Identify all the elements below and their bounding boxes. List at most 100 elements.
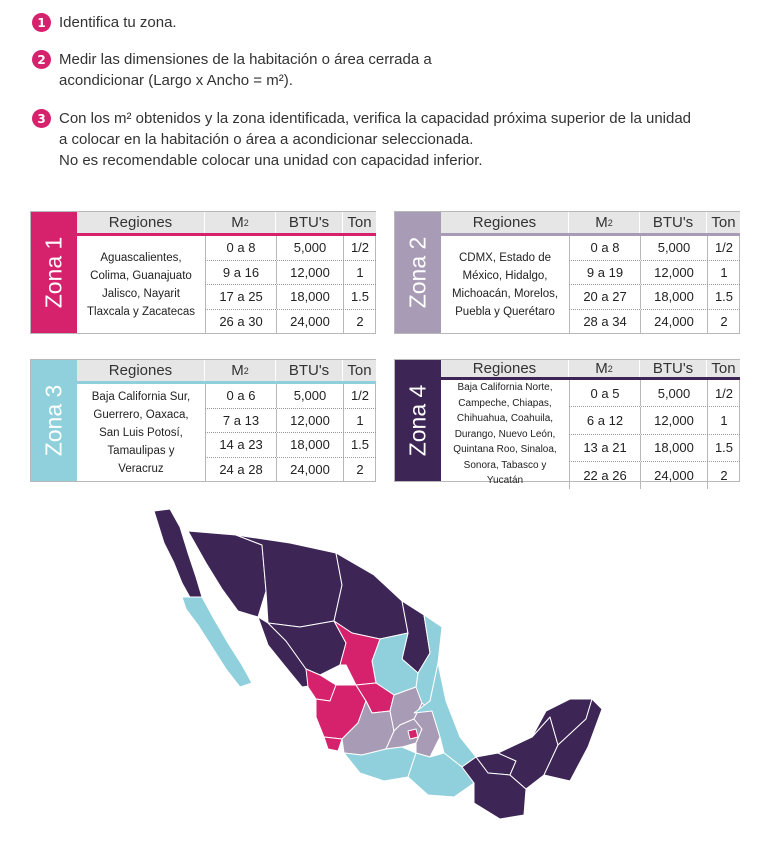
step-2: 2 Medir las dimensiones de la habitación…	[32, 49, 432, 91]
header-btu: BTU's	[276, 212, 343, 233]
map-chiapas	[461, 756, 527, 820]
cell-ton: 1/2	[707, 380, 740, 407]
header-m2-text: M	[231, 362, 244, 379]
cell-ton: 1	[343, 408, 376, 432]
header-m2-text: M	[595, 360, 608, 377]
cell-btu: 5,000	[276, 236, 343, 260]
region-line: Baja California Norte,	[457, 382, 553, 393]
cell-btu: 24,000	[640, 309, 707, 333]
region-line: Colima, Guanajuato	[90, 269, 192, 282]
capacity-grid: 0 a 8 5,000 1/2 9 a 19 12,000 1 20 a 27 18,00…	[569, 236, 740, 333]
cell-ton: 1/2	[707, 236, 740, 260]
step-number-badge: 3	[32, 109, 51, 128]
zone-label-text: Zona 3	[40, 384, 67, 457]
cell-btu: 12,000	[276, 408, 343, 432]
cell-m2: 0 a 5	[569, 380, 640, 407]
table-rows: CDMX, Estado de México, Hidalgo, Michoac…	[441, 236, 740, 333]
cell-m2: 28 a 34	[569, 309, 640, 333]
table-row: 0 a 5 5,000 1/2	[569, 380, 740, 408]
step-line: Identifica tu zona.	[59, 14, 177, 31]
region-line: Aguascalientes,	[100, 251, 182, 264]
step-number-badge: 2	[32, 50, 51, 69]
map-quintana-roo	[543, 698, 603, 782]
zone-label: Zona 4	[395, 360, 441, 481]
cell-btu: 18,000	[640, 434, 707, 462]
step-3: 3 Con los m² obtenidos y la zona identif…	[32, 108, 691, 171]
region-line: Campeche, Chiapas,	[458, 397, 552, 409]
table-row: 0 a 6 5,000 1/2	[205, 384, 376, 409]
table-row: 9 a 19 12,000 1	[569, 260, 740, 285]
step-1: 1 Identifica tu zona.	[32, 12, 177, 33]
table-row: 17 a 25 18,000 1.5	[205, 285, 376, 310]
cell-btu: 5,000	[640, 236, 707, 260]
map-baja-california-norte	[153, 508, 203, 602]
step-line: No es recomendable colocar una unidad co…	[59, 152, 483, 169]
region-line: Baja California Sur,	[91, 390, 191, 403]
capacity-grid: 0 a 5 5,000 1/2 6 a 12 12,000 1 13 a 21 18,00…	[569, 380, 740, 489]
cell-m2: 13 a 21	[569, 434, 640, 462]
cell-ton: 2	[343, 309, 376, 333]
zone-label: Zona 2	[395, 212, 441, 333]
cell-ton: 1.5	[343, 433, 376, 457]
cell-btu: 12,000	[276, 260, 343, 284]
regions-cell: Baja California Norte, Campeche, Chiapas…	[441, 380, 569, 489]
header-regiones: Regiones	[441, 212, 569, 233]
zone-label-text: Zona 1	[40, 236, 67, 309]
cell-ton: 1.5	[707, 285, 740, 309]
region-line: Durango, Nuevo León,	[454, 428, 556, 440]
mexico-zone-map	[153, 508, 603, 820]
cell-ton: 1	[707, 407, 740, 434]
cell-m2: 0 a 8	[569, 236, 640, 260]
table-row: 9 a 16 12,000 1	[205, 260, 376, 285]
cell-m2: 7 a 13	[205, 408, 276, 432]
step-line: Medir las dimensiones de la habitación o…	[59, 51, 432, 68]
header-m2-text: M	[231, 214, 244, 231]
cell-m2: 9 a 19	[569, 260, 640, 284]
region-line: Sonora, Tabasco y Yucatán	[463, 459, 547, 487]
cell-m2: 20 a 27	[569, 285, 640, 309]
region-line: Quintana Roo, Sinaloa,	[453, 444, 557, 455]
step-line: a colocar en la habitación o área a acon…	[59, 131, 474, 148]
table-row: 7 a 13 12,000 1	[205, 408, 376, 433]
table-row: 14 a 23 18,000 1.5	[205, 433, 376, 458]
cell-ton: 1	[707, 260, 740, 284]
region-line: CDMX, Estado de	[458, 251, 552, 264]
cell-m2: 22 a 26	[569, 462, 640, 489]
table-row: 0 a 8 5,000 1/2	[205, 236, 376, 261]
header-btu: BTU's	[276, 360, 343, 381]
cell-btu: 18,000	[276, 285, 343, 309]
cell-btu: 18,000	[640, 285, 707, 309]
region-line: Puebla y Querétaro	[455, 305, 555, 318]
zone-label: Zona 1	[31, 212, 77, 333]
header-regiones: Regiones	[77, 360, 205, 381]
table-row: 13 a 21 18,000 1.5	[569, 434, 740, 463]
zone-label-text: Zona 4	[404, 384, 431, 457]
table-row: 0 a 8 5,000 1/2	[569, 236, 740, 261]
zone-label-text: Zona 2	[404, 236, 431, 309]
cell-btu: 24,000	[640, 462, 707, 489]
region-line: Tamaulipas y	[107, 444, 175, 457]
table-row: 6 a 12 12,000 1	[569, 407, 740, 435]
zone-label: Zona 3	[31, 360, 77, 481]
cell-btu: 24,000	[276, 309, 343, 333]
table-row: 28 a 34 24,000 2	[569, 309, 740, 333]
cell-btu: 12,000	[640, 407, 707, 434]
header-m2-text: M	[595, 214, 608, 231]
step-line: acondicionar (Largo x Ancho = m²).	[59, 72, 293, 89]
header-ton: Ton	[711, 214, 736, 231]
cell-m2: 9 a 16	[205, 260, 276, 284]
capacity-grid: 0 a 6 5,000 1/2 7 a 13 12,000 1 14 a 23 18,00…	[205, 384, 376, 481]
map-baja-california-sur	[181, 596, 253, 688]
cell-ton: 1/2	[343, 236, 376, 260]
